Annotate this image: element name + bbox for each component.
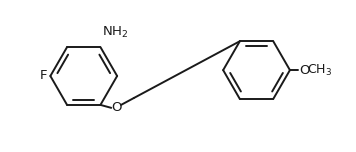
Text: F: F [40,69,47,83]
Text: CH$_3$: CH$_3$ [307,63,332,78]
Text: NH$_2$: NH$_2$ [103,25,129,40]
Text: O: O [111,101,121,114]
Text: O: O [299,64,309,77]
